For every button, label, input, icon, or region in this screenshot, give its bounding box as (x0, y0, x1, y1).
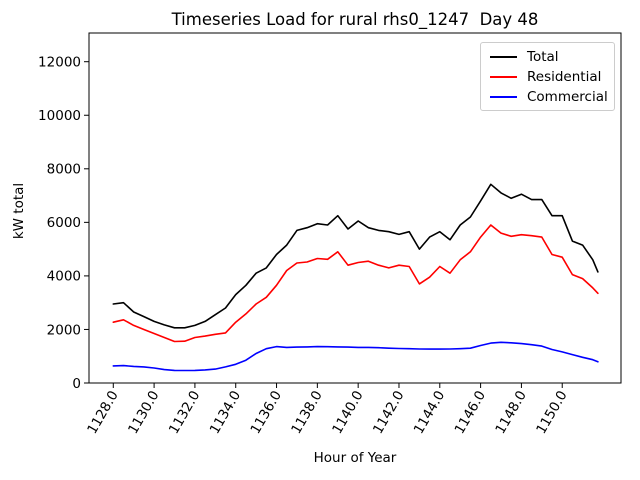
x-tick-label: 1132.0 (166, 388, 203, 437)
x-tick-label: 1144.0 (411, 388, 448, 437)
legend-label-total: Total (527, 49, 559, 65)
x-tick-label: 1140.0 (329, 388, 366, 437)
y-tick-label: 0 (72, 376, 81, 392)
x-tick-label: 1136.0 (247, 388, 284, 437)
legend-line-residential-icon (490, 76, 517, 78)
legend: Total Residential Commercial (480, 42, 615, 111)
axes-spines (88, 32, 622, 384)
x-tick-label: 1134.0 (207, 388, 244, 437)
series-line-commercial (112, 341, 599, 372)
y-axis-label: kW total (11, 182, 27, 240)
x-tick-label: 1130.0 (125, 388, 162, 437)
series-line-residential (112, 224, 599, 343)
y-tick-label: 6000 (47, 215, 81, 231)
series-line-total (112, 183, 599, 329)
x-tick-label: 1148.0 (492, 388, 529, 437)
legend-entry-commercial: Commercial (481, 87, 614, 107)
x-tick-label: 1138.0 (288, 388, 325, 437)
x-tick-label: 1150.0 (533, 388, 570, 437)
legend-entry-residential: Residential (481, 67, 614, 87)
y-tick-label: 8000 (47, 162, 81, 178)
legend-line-commercial-icon (490, 96, 517, 98)
y-tick-label: 10000 (38, 108, 81, 124)
y-tick-label: 2000 (47, 322, 81, 338)
y-tick-label: 4000 (47, 269, 81, 285)
x-tick-label: 1146.0 (452, 388, 489, 437)
legend-entry-total: Total (481, 47, 614, 67)
y-tick-label: 12000 (38, 55, 81, 71)
legend-label-commercial: Commercial (527, 89, 608, 105)
chart-title: Timeseries Load for rural rhs0_1247 Day … (171, 10, 539, 29)
x-tick-label: 1128.0 (84, 388, 121, 437)
x-tick-label: 1142.0 (370, 388, 407, 437)
legend-line-total-icon (490, 56, 517, 58)
legend-label-residential: Residential (527, 69, 602, 85)
x-axis-label: Hour of Year (313, 450, 397, 466)
